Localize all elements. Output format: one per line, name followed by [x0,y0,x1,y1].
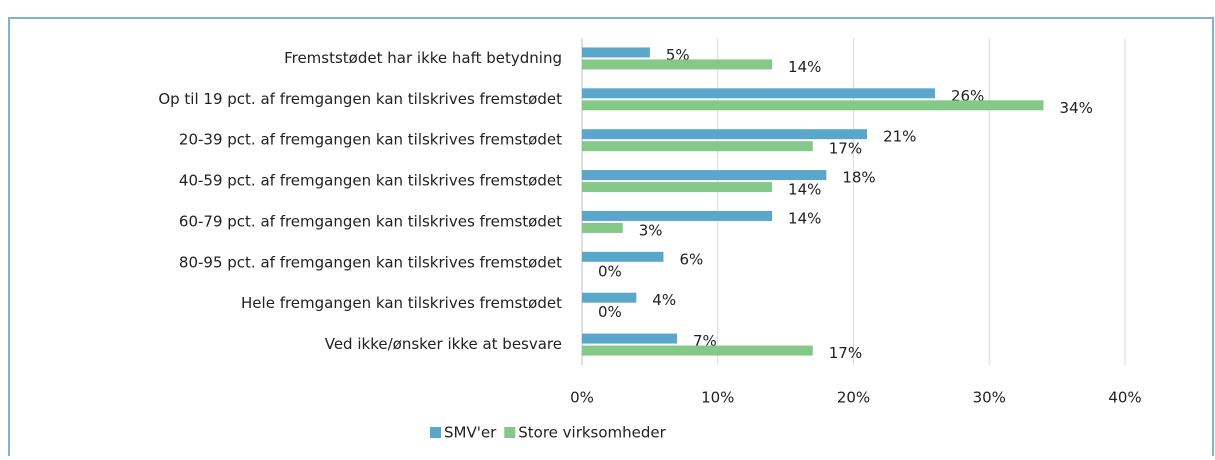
chart-frame [8,17,1214,459]
y-tick-label: Op til 19 pct. af fremgangen kan tilskri… [158,90,562,108]
x-tick-label: 30% [973,389,1006,407]
y-tick-label: 80-95 pct. af fremgangen kan tilskrives … [179,253,562,271]
legend-swatch [504,427,516,438]
x-tick-label: 0% [570,389,594,407]
y-tick-label: 20-39 pct. af fremgangen kan tilskrives … [179,131,562,149]
data-label: 0% [598,262,622,280]
bar [582,88,935,99]
bar [582,141,813,152]
data-label: 6% [679,250,703,268]
data-label: 14% [788,181,821,199]
data-label: 34% [1060,99,1093,117]
data-label: 3% [639,221,663,239]
y-tick-label: Ved ikke/ønsker ikke at besvare [325,335,562,353]
bar [582,182,773,193]
bar [582,210,773,221]
data-label: 14% [788,58,821,76]
legend-swatch [430,427,441,438]
data-label: 4% [652,291,676,309]
data-label: 17% [829,344,862,362]
bar [582,100,1044,111]
bar [582,47,650,58]
x-tick-label: 20% [837,389,870,407]
y-tick-label: 40-59 pct. af fremgangen kan tilskrives … [179,172,562,190]
y-tick-label: 60-79 pct. af fremgangen kan tilskrives … [179,212,562,230]
bar [582,251,664,262]
bar [582,59,773,70]
x-tick-label: 40% [1108,389,1141,407]
x-tick-label: 10% [701,389,734,407]
bar [582,222,623,233]
data-label: 21% [883,128,916,146]
y-tick-label: Fremststødet har ikke haft betydning [284,49,562,67]
bar [582,170,827,181]
bar [582,292,637,303]
y-tick-label: Hele fremgangen kan tilskrives fremstøde… [241,294,562,312]
data-label: 0% [598,303,622,321]
bar [582,333,678,344]
data-label: 14% [788,209,821,227]
data-label: 18% [842,169,875,187]
legend-label: SMV'er [444,424,497,442]
bar [582,345,813,356]
bar [582,129,868,140]
legend-label: Store virksomheder [518,424,666,442]
data-label: 17% [829,140,862,158]
